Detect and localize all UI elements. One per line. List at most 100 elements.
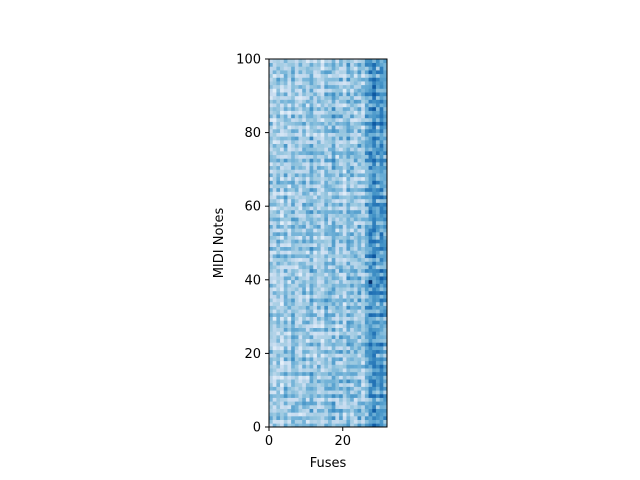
heatmap-cell bbox=[353, 84, 358, 89]
heatmap-cell bbox=[364, 254, 369, 259]
heatmap-cell bbox=[298, 224, 303, 229]
heatmap-cell bbox=[298, 191, 303, 196]
heatmap-cell bbox=[361, 220, 366, 225]
heatmap-cell bbox=[368, 401, 373, 406]
heatmap-cell bbox=[342, 180, 347, 185]
heatmap-cell bbox=[383, 191, 388, 196]
heatmap-cell bbox=[305, 158, 310, 163]
heatmap-cell bbox=[269, 393, 274, 398]
heatmap-cell bbox=[335, 335, 340, 340]
heatmap-cell bbox=[379, 184, 384, 189]
heatmap-cell bbox=[364, 393, 369, 398]
heatmap-cell bbox=[342, 323, 347, 328]
heatmap-cell bbox=[357, 390, 362, 395]
heatmap-cell bbox=[291, 331, 296, 336]
heatmap-cell bbox=[272, 243, 277, 248]
heatmap-cell bbox=[291, 404, 296, 409]
heatmap-cell bbox=[361, 132, 366, 137]
heatmap-cell bbox=[309, 209, 314, 214]
heatmap-cell bbox=[361, 88, 366, 93]
heatmap-cell bbox=[346, 371, 351, 376]
heatmap-cell bbox=[331, 423, 336, 428]
heatmap-cell bbox=[302, 349, 307, 354]
heatmap-cell bbox=[328, 401, 333, 406]
heatmap-cell bbox=[280, 209, 285, 214]
heatmap-cell bbox=[269, 309, 274, 314]
heatmap-cell bbox=[346, 77, 351, 82]
heatmap-cell bbox=[339, 364, 344, 369]
heatmap-cell bbox=[287, 349, 292, 354]
heatmap-cell bbox=[353, 187, 358, 192]
heatmap-cell bbox=[368, 272, 373, 277]
heatmap-cell bbox=[305, 88, 310, 93]
heatmap-cell bbox=[313, 169, 318, 174]
heatmap-cell bbox=[302, 66, 307, 71]
heatmap-cell bbox=[346, 195, 351, 200]
heatmap-cell bbox=[294, 272, 299, 277]
heatmap-cell bbox=[339, 279, 344, 284]
heatmap-cell bbox=[331, 121, 336, 126]
heatmap-cell bbox=[346, 239, 351, 244]
heatmap-cell bbox=[368, 220, 373, 225]
heatmap-cell bbox=[335, 143, 340, 148]
heatmap-cell bbox=[383, 173, 388, 178]
heatmap-cell bbox=[313, 290, 318, 295]
heatmap-cell bbox=[375, 70, 380, 75]
heatmap-cell bbox=[272, 165, 277, 170]
heatmap-cell bbox=[372, 184, 377, 189]
heatmap-cell bbox=[379, 268, 384, 273]
heatmap-cell bbox=[357, 290, 362, 295]
heatmap-cell bbox=[350, 59, 355, 64]
heatmap-cell bbox=[383, 316, 388, 321]
heatmap-cell bbox=[302, 276, 307, 281]
heatmap-cell bbox=[368, 283, 373, 288]
heatmap-cell bbox=[335, 404, 340, 409]
heatmap-cell bbox=[305, 415, 310, 420]
heatmap-cell bbox=[309, 268, 314, 273]
heatmap-cell bbox=[353, 125, 358, 130]
heatmap-cell bbox=[335, 206, 340, 211]
heatmap-cell bbox=[361, 239, 366, 244]
heatmap-cell bbox=[346, 305, 351, 310]
heatmap-cell bbox=[339, 386, 344, 391]
heatmap-cell bbox=[361, 209, 366, 214]
heatmap-cell bbox=[372, 408, 377, 413]
heatmap-cell bbox=[298, 268, 303, 273]
heatmap-cell bbox=[287, 408, 292, 413]
heatmap-cell bbox=[287, 393, 292, 398]
heatmap-cell bbox=[346, 176, 351, 181]
heatmap-cell bbox=[294, 408, 299, 413]
heatmap-cell bbox=[320, 419, 325, 424]
heatmap-cell bbox=[294, 357, 299, 362]
heatmap-cell bbox=[280, 136, 285, 141]
heatmap-cell bbox=[368, 191, 373, 196]
heatmap-cell bbox=[269, 338, 274, 343]
heatmap-cell bbox=[357, 404, 362, 409]
heatmap-cell bbox=[364, 246, 369, 251]
heatmap-cell bbox=[280, 386, 285, 391]
heatmap-cell bbox=[364, 353, 369, 358]
heatmap-cell bbox=[357, 353, 362, 358]
heatmap-cell bbox=[335, 364, 340, 369]
heatmap-cell bbox=[361, 165, 366, 170]
heatmap-cell bbox=[305, 92, 310, 97]
heatmap-cell bbox=[383, 276, 388, 281]
heatmap-cell bbox=[320, 382, 325, 387]
heatmap-cell bbox=[305, 173, 310, 178]
heatmap-cell bbox=[368, 121, 373, 126]
heatmap-cell bbox=[335, 195, 340, 200]
heatmap-cell bbox=[280, 335, 285, 340]
heatmap-cell bbox=[287, 360, 292, 365]
heatmap-cell bbox=[353, 382, 358, 387]
heatmap-cell bbox=[305, 202, 310, 207]
heatmap-cell bbox=[313, 239, 318, 244]
heatmap-cell bbox=[287, 217, 292, 222]
heatmap-cell bbox=[353, 415, 358, 420]
heatmap-cell bbox=[328, 353, 333, 358]
heatmap-cell bbox=[375, 231, 380, 236]
heatmap-cell bbox=[305, 250, 310, 255]
heatmap-cell bbox=[269, 125, 274, 130]
heatmap-cell bbox=[372, 95, 377, 100]
heatmap-cell bbox=[383, 165, 388, 170]
heatmap-cell bbox=[276, 132, 281, 137]
